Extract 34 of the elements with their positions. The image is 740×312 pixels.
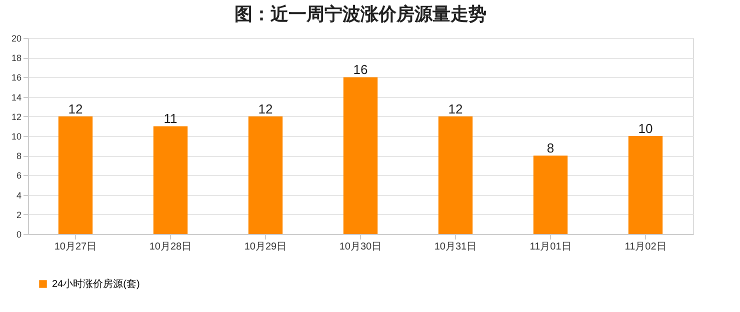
y-tick-label: 10 (11, 132, 22, 142)
data-label: 8 (546, 140, 554, 156)
bar (343, 77, 378, 234)
y-tick-label: 20 (11, 34, 22, 44)
legend-label: 24小时涨价房源(套) (52, 278, 140, 290)
bar (533, 156, 568, 234)
y-tick-label: 2 (16, 210, 22, 220)
y-tick-label: 6 (16, 170, 22, 181)
bar (248, 116, 283, 234)
y-tick-label: 14 (11, 92, 22, 102)
y-tick-label: 0 (16, 230, 22, 240)
chart-title: 图：近一周宁波涨价房源量走势 (234, 4, 486, 24)
bar (628, 136, 663, 234)
bar (153, 126, 188, 234)
y-tick-label: 8 (16, 151, 22, 162)
bar (58, 116, 93, 234)
data-label: 10 (638, 121, 653, 136)
data-label: 12 (448, 101, 463, 116)
x-tick-label: 10月30日 (339, 242, 382, 252)
x-tick-label: 10月29日 (244, 242, 287, 252)
y-tick-label: 4 (16, 190, 22, 200)
y-tick-label: 18 (11, 53, 22, 64)
x-tick-label: 10月27日 (54, 242, 97, 252)
data-label: 16 (353, 62, 368, 78)
x-tick-label: 10月31日 (434, 242, 477, 252)
y-tick-label: 12 (11, 112, 22, 122)
x-tick-label: 11月02日 (624, 242, 666, 252)
data-label: 12 (68, 101, 83, 116)
x-tick-label: 10月28日 (149, 242, 192, 252)
data-label: 12 (258, 101, 273, 116)
x-tick-label: 11月01日 (530, 242, 572, 252)
data-label: 11 (164, 111, 178, 126)
y-tick-label: 16 (11, 72, 22, 83)
bar (438, 116, 473, 234)
